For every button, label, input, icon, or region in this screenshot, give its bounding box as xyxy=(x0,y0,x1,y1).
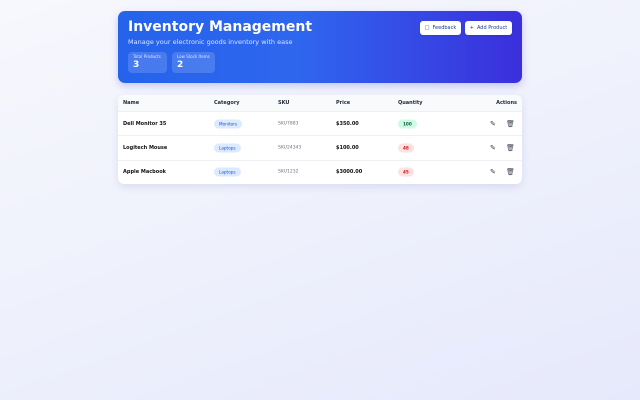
table-row: Apple Macbook Laptops SKU1232 $3000.00 4… xyxy=(118,159,522,184)
feedback-label: Feedback xyxy=(432,25,457,31)
category-badge: Monitors xyxy=(214,119,243,129)
category-badge: Laptops xyxy=(214,167,241,177)
column-header-sku: SKU xyxy=(278,100,290,106)
message-icon: □ xyxy=(424,25,430,31)
table-row: Dell Monitor 35 Monitors SKU7883 $350.00… xyxy=(118,111,522,135)
add-product-label: Add Product xyxy=(476,25,508,31)
table-header: Name Category SKU Price Quantity Actions xyxy=(118,95,522,111)
table-row: Logitech Mouse Laptops SKU24343 $100.00 … xyxy=(118,135,522,159)
column-header-name: Name xyxy=(123,100,140,106)
stat-label: Total Products xyxy=(133,54,161,59)
stat-label: Low Stock Items xyxy=(177,54,210,59)
edit-icon[interactable]: ✎ xyxy=(490,119,496,128)
plus-icon: + xyxy=(469,25,474,31)
feedback-button[interactable]: □ Feedback xyxy=(420,21,461,35)
stat-low-stock: Low Stock Items 2 xyxy=(172,52,215,73)
column-header-quantity: Quantity xyxy=(398,100,423,106)
sku: SKU1232 xyxy=(278,169,299,175)
price: $100.00 xyxy=(336,144,359,151)
trash-icon[interactable]: 🗑 xyxy=(506,143,515,152)
price: $350.00 xyxy=(336,120,359,127)
column-header-actions: Actions xyxy=(496,100,517,106)
edit-icon[interactable]: ✎ xyxy=(490,168,496,177)
quantity-badge: 45 xyxy=(398,167,414,177)
page-title: Inventory Management xyxy=(128,19,313,35)
price: $3000.00 xyxy=(336,169,363,176)
inventory-table: Name Category SKU Price Quantity Actions… xyxy=(118,95,522,184)
category-badge: Laptops xyxy=(214,143,241,153)
stat-value: 3 xyxy=(133,60,140,70)
product-name: Apple Macbook xyxy=(123,169,166,176)
add-product-button[interactable]: + Add Product xyxy=(465,21,512,35)
stat-value: 2 xyxy=(177,60,184,70)
column-header-category: Category xyxy=(214,100,240,106)
page-subtitle: Manage your electronic goods inventory w… xyxy=(128,38,293,46)
header-banner: Inventory Management Manage your electro… xyxy=(118,11,522,83)
quantity-badge: 100 xyxy=(398,119,417,129)
column-header-price: Price xyxy=(336,100,351,106)
edit-icon[interactable]: ✎ xyxy=(490,143,496,152)
trash-icon[interactable]: 🗑 xyxy=(506,168,515,177)
trash-icon[interactable]: 🗑 xyxy=(506,119,515,128)
product-name: Logitech Mouse xyxy=(123,144,168,151)
stat-total-products: Total Products 3 xyxy=(128,52,167,73)
quantity-badge: 48 xyxy=(398,143,414,153)
product-name: Dell Monitor 35 xyxy=(123,120,167,127)
sku: SKU24343 xyxy=(278,145,302,151)
sku: SKU7883 xyxy=(278,121,299,127)
